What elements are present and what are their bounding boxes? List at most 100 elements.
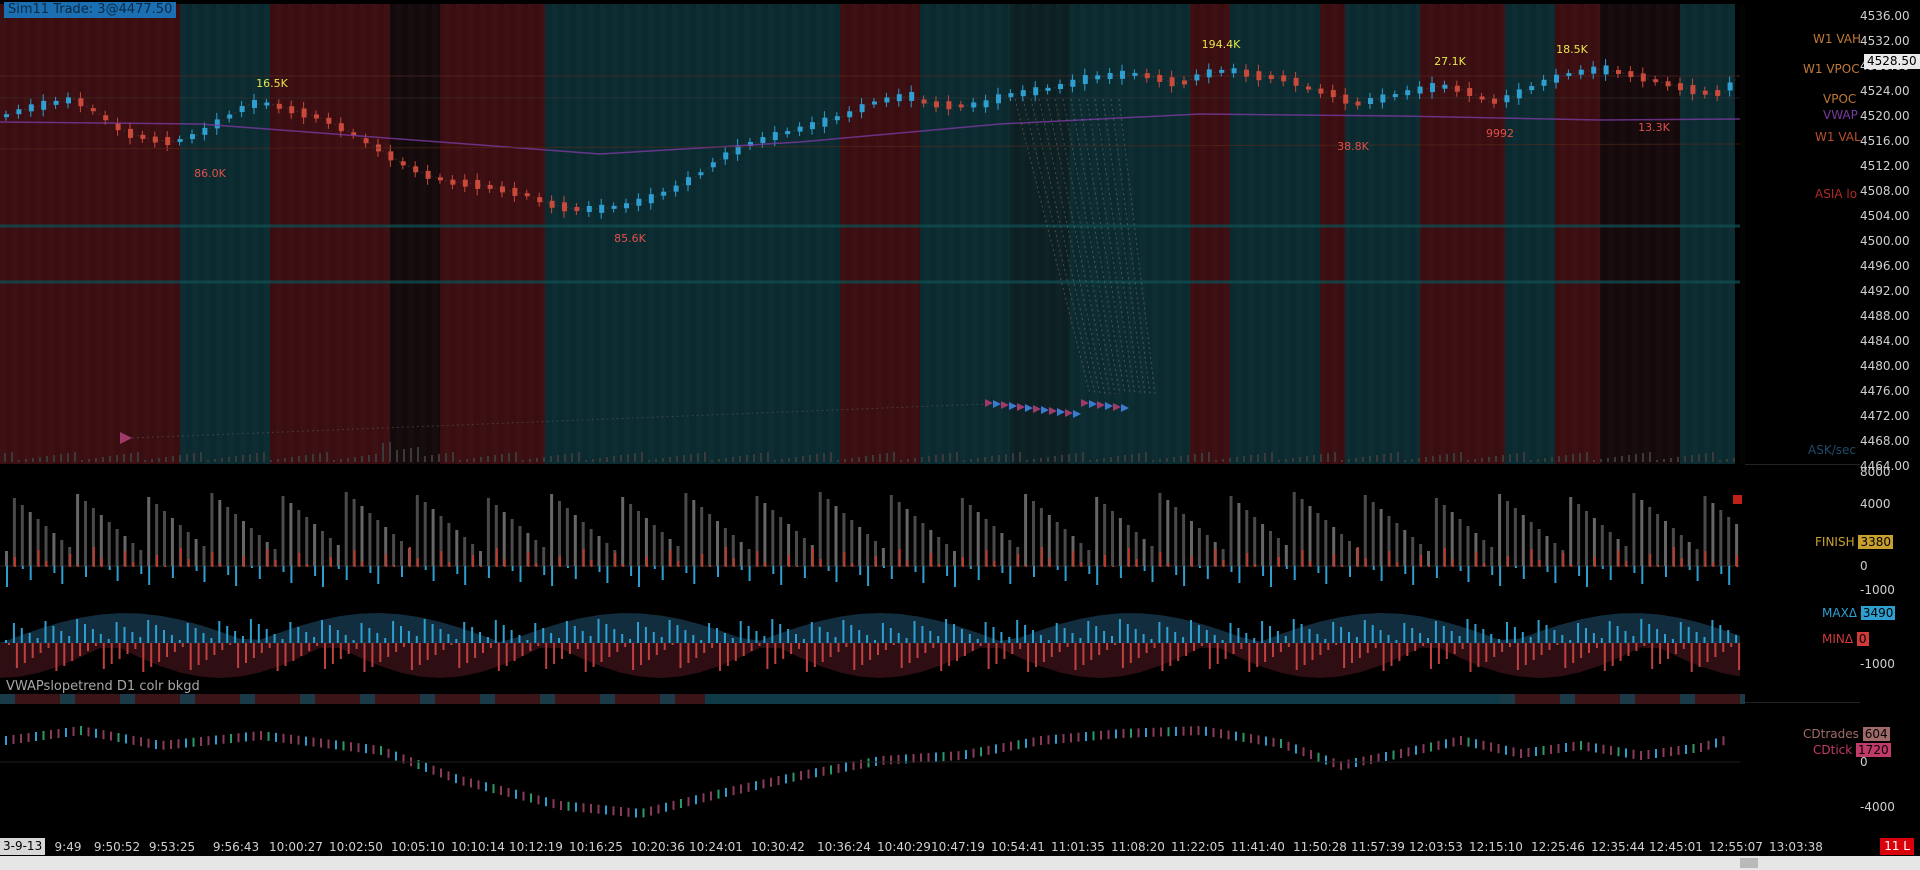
delta-volume-bar — [534, 540, 538, 566]
vwap-slope-cell — [1740, 694, 1745, 704]
volume-bar — [1131, 454, 1133, 462]
candle — [884, 97, 890, 103]
min-delta-bar — [410, 643, 413, 670]
bar-stripe — [780, 4, 786, 464]
min-delta-bar — [1603, 643, 1606, 671]
volume-bar — [613, 456, 615, 462]
delta-volume-bar — [1521, 515, 1525, 566]
cd-bar — [42, 731, 45, 740]
delta-bar — [1317, 566, 1320, 573]
volume-bar — [312, 454, 314, 462]
vwap-slope-cell — [1530, 694, 1545, 704]
trade-link — [131, 403, 986, 439]
trade-order-label[interactable]: Sim11 Trade: 3@4477.50 — [4, 2, 177, 18]
scrollbar-thumb[interactable] — [1740, 858, 1758, 868]
volume-bar — [991, 456, 993, 462]
horizontal-scrollbar[interactable] — [0, 856, 1920, 870]
vwap-slope-cell — [1020, 694, 1035, 704]
vwap-slope-cell — [795, 694, 810, 704]
max-delta-bar — [1442, 626, 1445, 643]
delta-volume-bar — [1640, 500, 1644, 566]
vwap-slope-cell — [465, 694, 480, 704]
candle — [1715, 90, 1721, 97]
min-delta-bar — [750, 643, 753, 651]
delta-bar — [92, 547, 95, 567]
pane-divider[interactable] — [1745, 464, 1860, 465]
max-delta-bar — [60, 631, 63, 643]
price-pane[interactable] — [0, 4, 1745, 464]
delta-volume-bar — [1403, 530, 1407, 566]
max-delta-bar — [605, 624, 608, 643]
volume-bar — [620, 455, 622, 462]
max-delta-bar — [984, 622, 987, 643]
cd-bar — [515, 789, 517, 799]
volume-bar — [704, 452, 706, 462]
delta-volume-bar — [992, 526, 996, 566]
trade-marker — [1001, 401, 1009, 409]
trade-marker — [1073, 410, 1081, 418]
max-delta-bar — [550, 633, 553, 643]
bar-stripe — [1536, 4, 1542, 464]
delta-bar — [653, 566, 656, 569]
delta-volume-bar — [684, 493, 688, 566]
max-delta-bar — [652, 632, 655, 643]
cd-bar — [1002, 743, 1005, 753]
min-delta-bar — [260, 643, 263, 653]
volume-annotation: 194.4K — [1201, 38, 1241, 51]
time-axis[interactable]: 9:49 9:50:52 9:53:25 9:56:43 10:00:27 10:02:5… — [0, 838, 1920, 858]
delta-bar — [306, 564, 309, 567]
delta-volume-bar — [44, 526, 48, 566]
delta-tick: 0 — [1860, 559, 1868, 573]
bar-stripe — [996, 4, 1002, 464]
vwap-slope-cell — [165, 694, 180, 704]
candle — [1157, 74, 1163, 82]
volume-bar — [1698, 454, 1700, 462]
delta-volume-bar — [1648, 507, 1652, 566]
candle — [252, 100, 257, 108]
price-axis[interactable]: 4536.004532.004528.004524.004520.004516.… — [1860, 4, 1920, 473]
max-delta-bar — [739, 621, 742, 643]
bar-stripe — [948, 4, 954, 464]
max-delta-bar — [218, 621, 221, 643]
max-delta-bar — [1213, 635, 1216, 643]
bar-stripe — [216, 4, 222, 464]
delta-volume-bar — [518, 526, 522, 566]
volume-bar — [1194, 454, 1196, 462]
cumulative-delta-pane[interactable] — [0, 705, 1745, 832]
vwap-label: VWAP — [1823, 108, 1858, 122]
bar-stripe — [1548, 4, 1554, 464]
cd-bar — [1460, 736, 1462, 745]
max-delta-bar — [1379, 630, 1382, 643]
price-tick: 4464.00 — [1860, 459, 1910, 473]
max-delta-bar — [755, 631, 758, 643]
pane-divider[interactable] — [1745, 702, 1860, 703]
bar-stripe — [36, 4, 42, 464]
min-delta-bar — [324, 643, 326, 669]
delta-bar — [732, 558, 735, 567]
min-delta-bar — [395, 643, 398, 652]
vwap-slope-cell — [15, 694, 30, 704]
delta-bar — [922, 566, 925, 583]
volume-bar — [1537, 459, 1539, 462]
cd-axis[interactable]: 0 -4000 — [1860, 705, 1920, 832]
vwap-slope-cell — [1305, 694, 1320, 704]
min-delta-bar — [948, 643, 951, 666]
candle — [438, 177, 443, 181]
price-tick: 4520.00 — [1860, 109, 1910, 123]
alert-marker — [1733, 495, 1742, 504]
bar-stripe — [1644, 4, 1650, 464]
delta-bar — [1372, 566, 1375, 570]
volume-bar — [536, 458, 538, 462]
delta-bar — [717, 566, 719, 577]
max-delta-bar — [486, 637, 489, 643]
vwap-slope-cell — [945, 694, 960, 704]
delta-volume-bar — [439, 516, 443, 566]
bar-stripe — [672, 4, 678, 464]
cd-bar — [560, 801, 562, 810]
min-delta-bar — [1066, 643, 1069, 647]
cd-bar — [867, 758, 870, 768]
delta-pane[interactable] — [0, 466, 1745, 684]
delta-bar — [985, 550, 988, 567]
